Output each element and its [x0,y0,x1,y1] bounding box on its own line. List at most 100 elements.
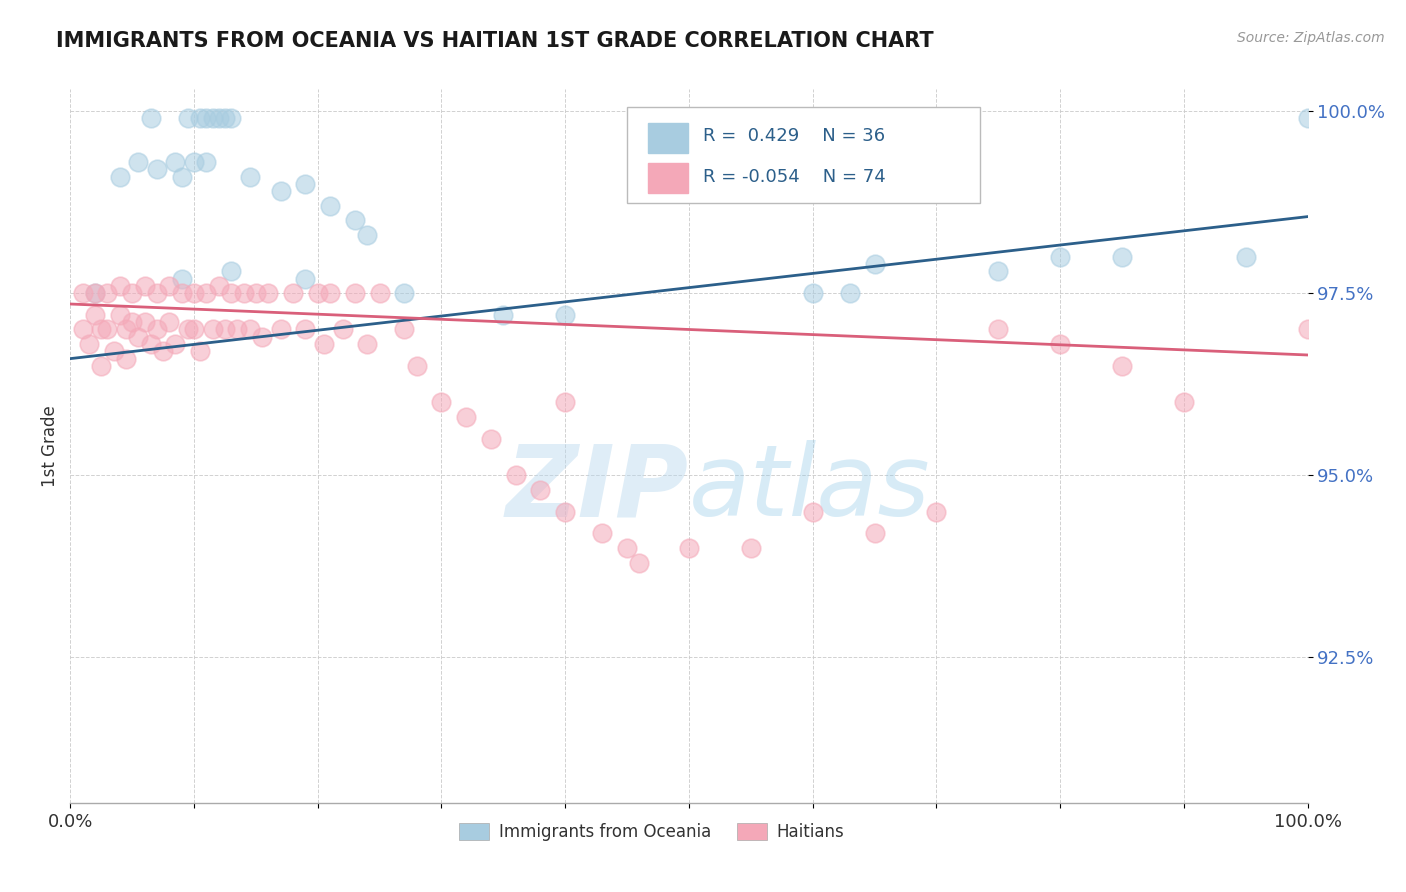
Legend: Immigrants from Oceania, Haitians: Immigrants from Oceania, Haitians [453,816,851,848]
Point [529,483,551,497]
Point [294,271,316,285]
Point [740,541,762,555]
Point [394,322,416,336]
Point [201,112,224,126]
Point [115,351,138,366]
Point [343,286,366,301]
Point [1111,359,1133,373]
Point [195,112,218,126]
Point [394,286,416,301]
FancyBboxPatch shape [627,107,980,203]
Point [195,155,218,169]
Point [245,286,267,301]
Point [108,169,131,184]
Point [219,264,242,278]
Point [72,286,94,301]
Point [616,541,638,555]
Point [430,395,453,409]
Point [84,286,107,301]
Point [146,322,169,336]
Point [1296,112,1319,126]
Point [505,468,527,483]
Point [863,257,886,271]
Point [232,286,254,301]
Point [170,271,193,285]
Point [177,112,200,126]
Point [343,213,366,227]
Point [319,199,342,213]
Point [208,278,231,293]
Point [214,322,236,336]
Point [183,322,205,336]
Point [405,359,427,373]
Point [1173,395,1195,409]
Point [332,322,354,336]
Point [108,278,131,293]
Y-axis label: 1st Grade: 1st Grade [41,405,59,487]
Point [77,337,100,351]
Text: R =  0.429    N = 36: R = 0.429 N = 36 [703,127,884,145]
Point [294,322,316,336]
Point [1296,322,1319,336]
Point [208,112,231,126]
Point [103,344,125,359]
Point [319,286,342,301]
Point [84,308,107,322]
FancyBboxPatch shape [648,162,688,193]
Point [90,322,112,336]
Point [1049,250,1071,264]
Point [84,286,107,301]
Text: ZIP: ZIP [506,441,689,537]
Point [239,169,262,184]
Text: R = -0.054    N = 74: R = -0.054 N = 74 [703,168,886,186]
Point [925,504,948,518]
Point [165,155,187,169]
Point [250,330,273,344]
Point [134,315,156,329]
Point [90,359,112,373]
Point [479,432,502,446]
Point [177,322,200,336]
Point [554,504,576,518]
Point [214,112,236,126]
Point [312,337,335,351]
Point [281,286,304,301]
Point [139,112,162,126]
Point [139,337,162,351]
Point [188,112,211,126]
Point [121,315,143,329]
Point [226,322,249,336]
Point [201,322,224,336]
Point [257,286,280,301]
Point [170,286,193,301]
Point [1234,250,1257,264]
Point [270,184,292,198]
Point [294,177,316,191]
Point [628,556,651,570]
Point [157,278,180,293]
Point [492,308,515,322]
Point [183,155,205,169]
Point [127,155,149,169]
Point [838,286,860,301]
Point [554,308,576,322]
Point [456,409,478,424]
Point [219,112,242,126]
Text: Source: ZipAtlas.com: Source: ZipAtlas.com [1237,31,1385,45]
Point [72,322,94,336]
Point [591,526,613,541]
Point [170,169,193,184]
FancyBboxPatch shape [648,123,688,153]
Point [307,286,329,301]
Point [1049,337,1071,351]
Point [115,322,138,336]
Point [678,541,700,555]
Point [165,337,187,351]
Point [96,322,118,336]
Point [146,286,169,301]
Point [863,526,886,541]
Point [356,337,378,351]
Point [239,322,262,336]
Point [219,286,242,301]
Point [368,286,391,301]
